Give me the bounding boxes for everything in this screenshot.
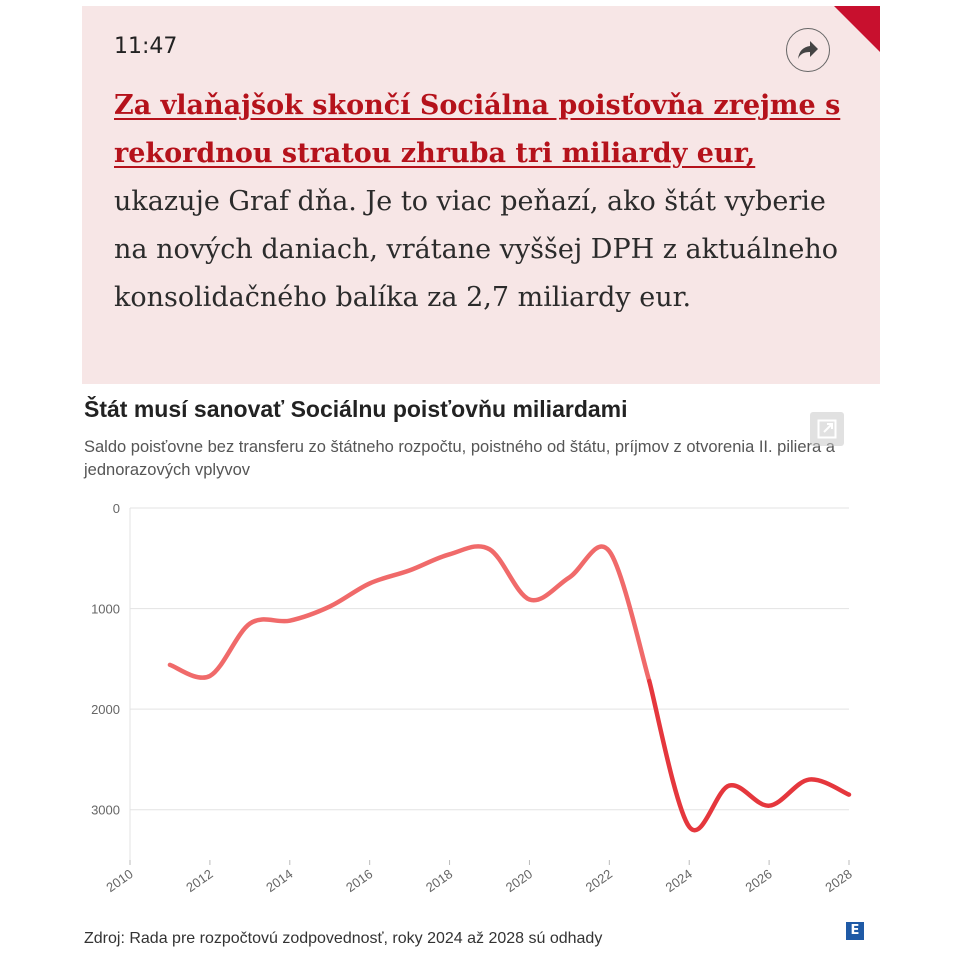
data-point	[607, 549, 611, 553]
data-point	[408, 568, 412, 572]
data-point	[368, 581, 372, 585]
chart-source: Zdroj: Rada pre rozpočtovú zodpovednosť,…	[84, 930, 603, 947]
data-point	[168, 663, 172, 667]
data-point	[527, 598, 531, 602]
data-point	[488, 547, 492, 551]
headline-text: ukazuje Graf dňa. Je to viac peňazí, ako…	[114, 186, 838, 313]
expand-icon	[817, 419, 837, 439]
chart-card: Štát musí sanovať Sociálnu poisťovňu mil…	[82, 384, 880, 960]
x-tick-label: 2028	[822, 866, 854, 895]
data-point	[567, 575, 571, 579]
data-point	[847, 793, 851, 797]
y-tick-label: 0	[113, 501, 120, 516]
headline-link[interactable]: Za vlaňajšok skončí Sociálna poisťovňa z…	[114, 90, 841, 169]
data-point	[328, 605, 332, 609]
publisher-logo: E	[846, 922, 864, 940]
data-point	[647, 679, 651, 683]
x-tick-label: 2012	[183, 866, 215, 895]
data-point	[767, 804, 771, 808]
chart-subtitle: Saldo poisťovne bez transferu zo štátneh…	[84, 438, 835, 479]
headline: Za vlaňajšok skončí Sociálna poisťovňa z…	[114, 82, 854, 322]
x-tick-label: 2018	[423, 866, 455, 895]
x-tick-label: 2014	[263, 866, 295, 895]
data-point	[208, 674, 212, 678]
corner-ribbon	[834, 6, 880, 52]
data-point	[248, 622, 252, 626]
share-arrow-icon	[798, 41, 818, 59]
x-tick-label: 2020	[503, 866, 535, 895]
x-tick-label: 2026	[743, 866, 775, 895]
x-tick-label: 2010	[103, 866, 135, 895]
y-tick-label: 1000	[91, 602, 120, 617]
data-point	[727, 784, 731, 788]
post-time: 11:47	[114, 34, 178, 59]
series-line-historical	[167, 544, 652, 684]
chart-title: Štát musí sanovať Sociálnu poisťovňu mil…	[84, 396, 628, 422]
data-point	[687, 825, 691, 829]
x-tick-label: 2024	[663, 866, 695, 895]
series-line-estimate	[647, 678, 852, 833]
data-point	[807, 778, 811, 782]
y-tick-label: 2000	[91, 702, 120, 717]
x-tick-label: 2022	[583, 866, 615, 895]
data-point	[288, 619, 292, 623]
data-point	[448, 552, 452, 556]
post-card: 11:47 Za vlaňajšok skončí Sociálna poisť…	[82, 6, 880, 384]
share-button[interactable]	[786, 28, 830, 72]
expand-button[interactable]	[810, 412, 844, 446]
line-chart: 0 1000 2000 3000 2010 2012 2014 2016 2018 2020 202…	[91, 501, 855, 895]
x-tick-label: 2016	[343, 866, 375, 895]
y-tick-label: 3000	[91, 803, 120, 818]
